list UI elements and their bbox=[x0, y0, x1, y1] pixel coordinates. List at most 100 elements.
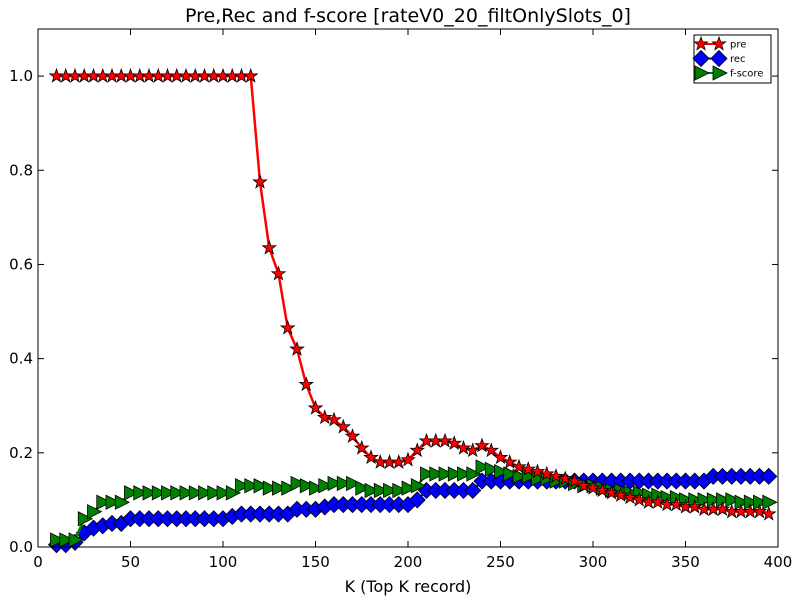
data-point-pre bbox=[492, 449, 509, 465]
data-point-f-score bbox=[253, 478, 269, 494]
axis-ticks: 0 50 100 150 200 250 300 350 400 0.0 0.2 0.4 0.6 0.8 1… bbox=[9, 29, 792, 571]
data-point-f-score bbox=[77, 511, 94, 527]
data-point-f-score bbox=[392, 482, 408, 499]
legend: pre rec f-score bbox=[692, 34, 772, 84]
data-point-pre bbox=[668, 496, 685, 512]
data-point-f-score bbox=[447, 466, 464, 482]
data-point-f-score bbox=[355, 480, 371, 496]
data-point-pre bbox=[409, 442, 426, 458]
data-point-f-score bbox=[124, 485, 140, 501]
data-point-f-score bbox=[59, 532, 75, 548]
x-tick-label: 50 bbox=[121, 553, 140, 571]
y-tick-label: 0.8 bbox=[9, 161, 33, 179]
legend-marker-f-score bbox=[694, 65, 710, 81]
data-point-f-score bbox=[50, 532, 66, 548]
data-point-f-score bbox=[373, 482, 390, 499]
data-point-pre bbox=[751, 503, 768, 519]
data-point-f-score bbox=[68, 532, 84, 548]
legend-label-rec: rec bbox=[730, 54, 746, 65]
data-point-pre bbox=[298, 376, 315, 392]
data-point-pre bbox=[622, 489, 638, 505]
data-point-pre bbox=[474, 437, 490, 453]
data-point-pre bbox=[242, 67, 259, 83]
data-point-f-score bbox=[429, 466, 445, 482]
legend-marker-rec bbox=[710, 49, 728, 68]
data-point-pre bbox=[400, 451, 416, 467]
data-point-f-score bbox=[734, 494, 750, 510]
data-point-pre bbox=[612, 486, 629, 502]
data-point-f-score bbox=[725, 492, 741, 508]
data-point-f-score bbox=[512, 468, 528, 485]
data-point-pre bbox=[594, 482, 611, 498]
legend-marker-pre bbox=[711, 35, 727, 51]
x-tick-label: 250 bbox=[486, 553, 515, 571]
series-layer bbox=[47, 67, 778, 554]
data-point-f-score bbox=[753, 494, 769, 510]
data-point-f-score bbox=[96, 494, 112, 510]
data-point-pre bbox=[483, 442, 500, 458]
data-point-pre bbox=[252, 173, 268, 189]
data-point-f-score bbox=[170, 485, 186, 501]
data-point-pre bbox=[326, 411, 342, 427]
data-point-pre bbox=[316, 409, 333, 425]
data-point-pre bbox=[548, 468, 564, 484]
data-point-pre bbox=[714, 501, 731, 516]
x-tick-label: 100 bbox=[209, 553, 238, 571]
data-point-pre bbox=[575, 477, 592, 493]
data-point-f-score bbox=[697, 492, 713, 508]
data-point-f-score bbox=[716, 492, 732, 508]
data-point-f-score bbox=[410, 478, 427, 494]
data-point-f-score bbox=[364, 482, 380, 499]
data-point-f-score bbox=[272, 480, 288, 496]
data-point-f-score bbox=[466, 466, 482, 482]
data-point-f-score bbox=[105, 494, 121, 510]
data-point-f-score bbox=[420, 466, 436, 482]
data-point-pre bbox=[261, 239, 278, 255]
legend-label-pre: pre bbox=[730, 40, 746, 51]
data-point-f-score bbox=[318, 478, 334, 494]
y-tick-label: 0.6 bbox=[9, 255, 33, 273]
data-point-pre bbox=[437, 432, 453, 448]
x-axis-label: K (Top K record) bbox=[345, 577, 472, 596]
y-tick-label: 1.0 bbox=[9, 67, 33, 85]
data-point-pre bbox=[307, 399, 324, 415]
data-point-pre bbox=[529, 463, 546, 479]
legend-label-f-score: f-score bbox=[730, 69, 763, 80]
data-point-f-score bbox=[327, 475, 343, 492]
data-point-f-score bbox=[494, 464, 510, 480]
data-point-pre bbox=[649, 494, 666, 509]
data-point-f-score bbox=[87, 504, 103, 520]
data-point-f-score bbox=[706, 492, 723, 508]
data-point-f-score bbox=[383, 482, 399, 499]
data-point-f-score bbox=[484, 461, 501, 477]
data-point-f-score bbox=[281, 480, 297, 496]
data-point-pre bbox=[538, 465, 555, 481]
data-point-f-score bbox=[346, 475, 362, 492]
data-point-pre bbox=[501, 454, 518, 469]
data-point-pre bbox=[270, 265, 287, 281]
data-point-pre bbox=[335, 418, 352, 434]
data-point-pre bbox=[557, 470, 574, 486]
data-point-f-score bbox=[336, 475, 353, 492]
data-point-pre bbox=[464, 442, 481, 458]
data-point-f-score bbox=[151, 485, 168, 501]
data-point-f-score bbox=[438, 466, 454, 482]
data-point-f-score bbox=[161, 485, 177, 501]
data-point-f-score bbox=[290, 475, 306, 492]
x-tick-label: 200 bbox=[394, 553, 423, 571]
x-tick-label: 0 bbox=[33, 553, 43, 571]
x-tick-label: 350 bbox=[671, 553, 700, 571]
data-point-f-score bbox=[743, 494, 760, 510]
data-point-pre bbox=[631, 491, 648, 507]
x-tick-label: 150 bbox=[301, 553, 330, 571]
data-point-f-score bbox=[225, 485, 242, 501]
data-point-f-score bbox=[216, 485, 232, 501]
data-point-pre bbox=[520, 461, 537, 476]
data-point-pre bbox=[760, 505, 777, 521]
data-point-f-score bbox=[299, 478, 316, 494]
chart-title: Pre,Rec and f-score [rateV0_20_filtOnlyS… bbox=[185, 5, 631, 27]
data-point-f-score bbox=[457, 466, 473, 482]
y-tick-label: 0.0 bbox=[9, 538, 33, 556]
data-point-pre bbox=[585, 479, 601, 495]
data-point-pre bbox=[686, 498, 703, 514]
